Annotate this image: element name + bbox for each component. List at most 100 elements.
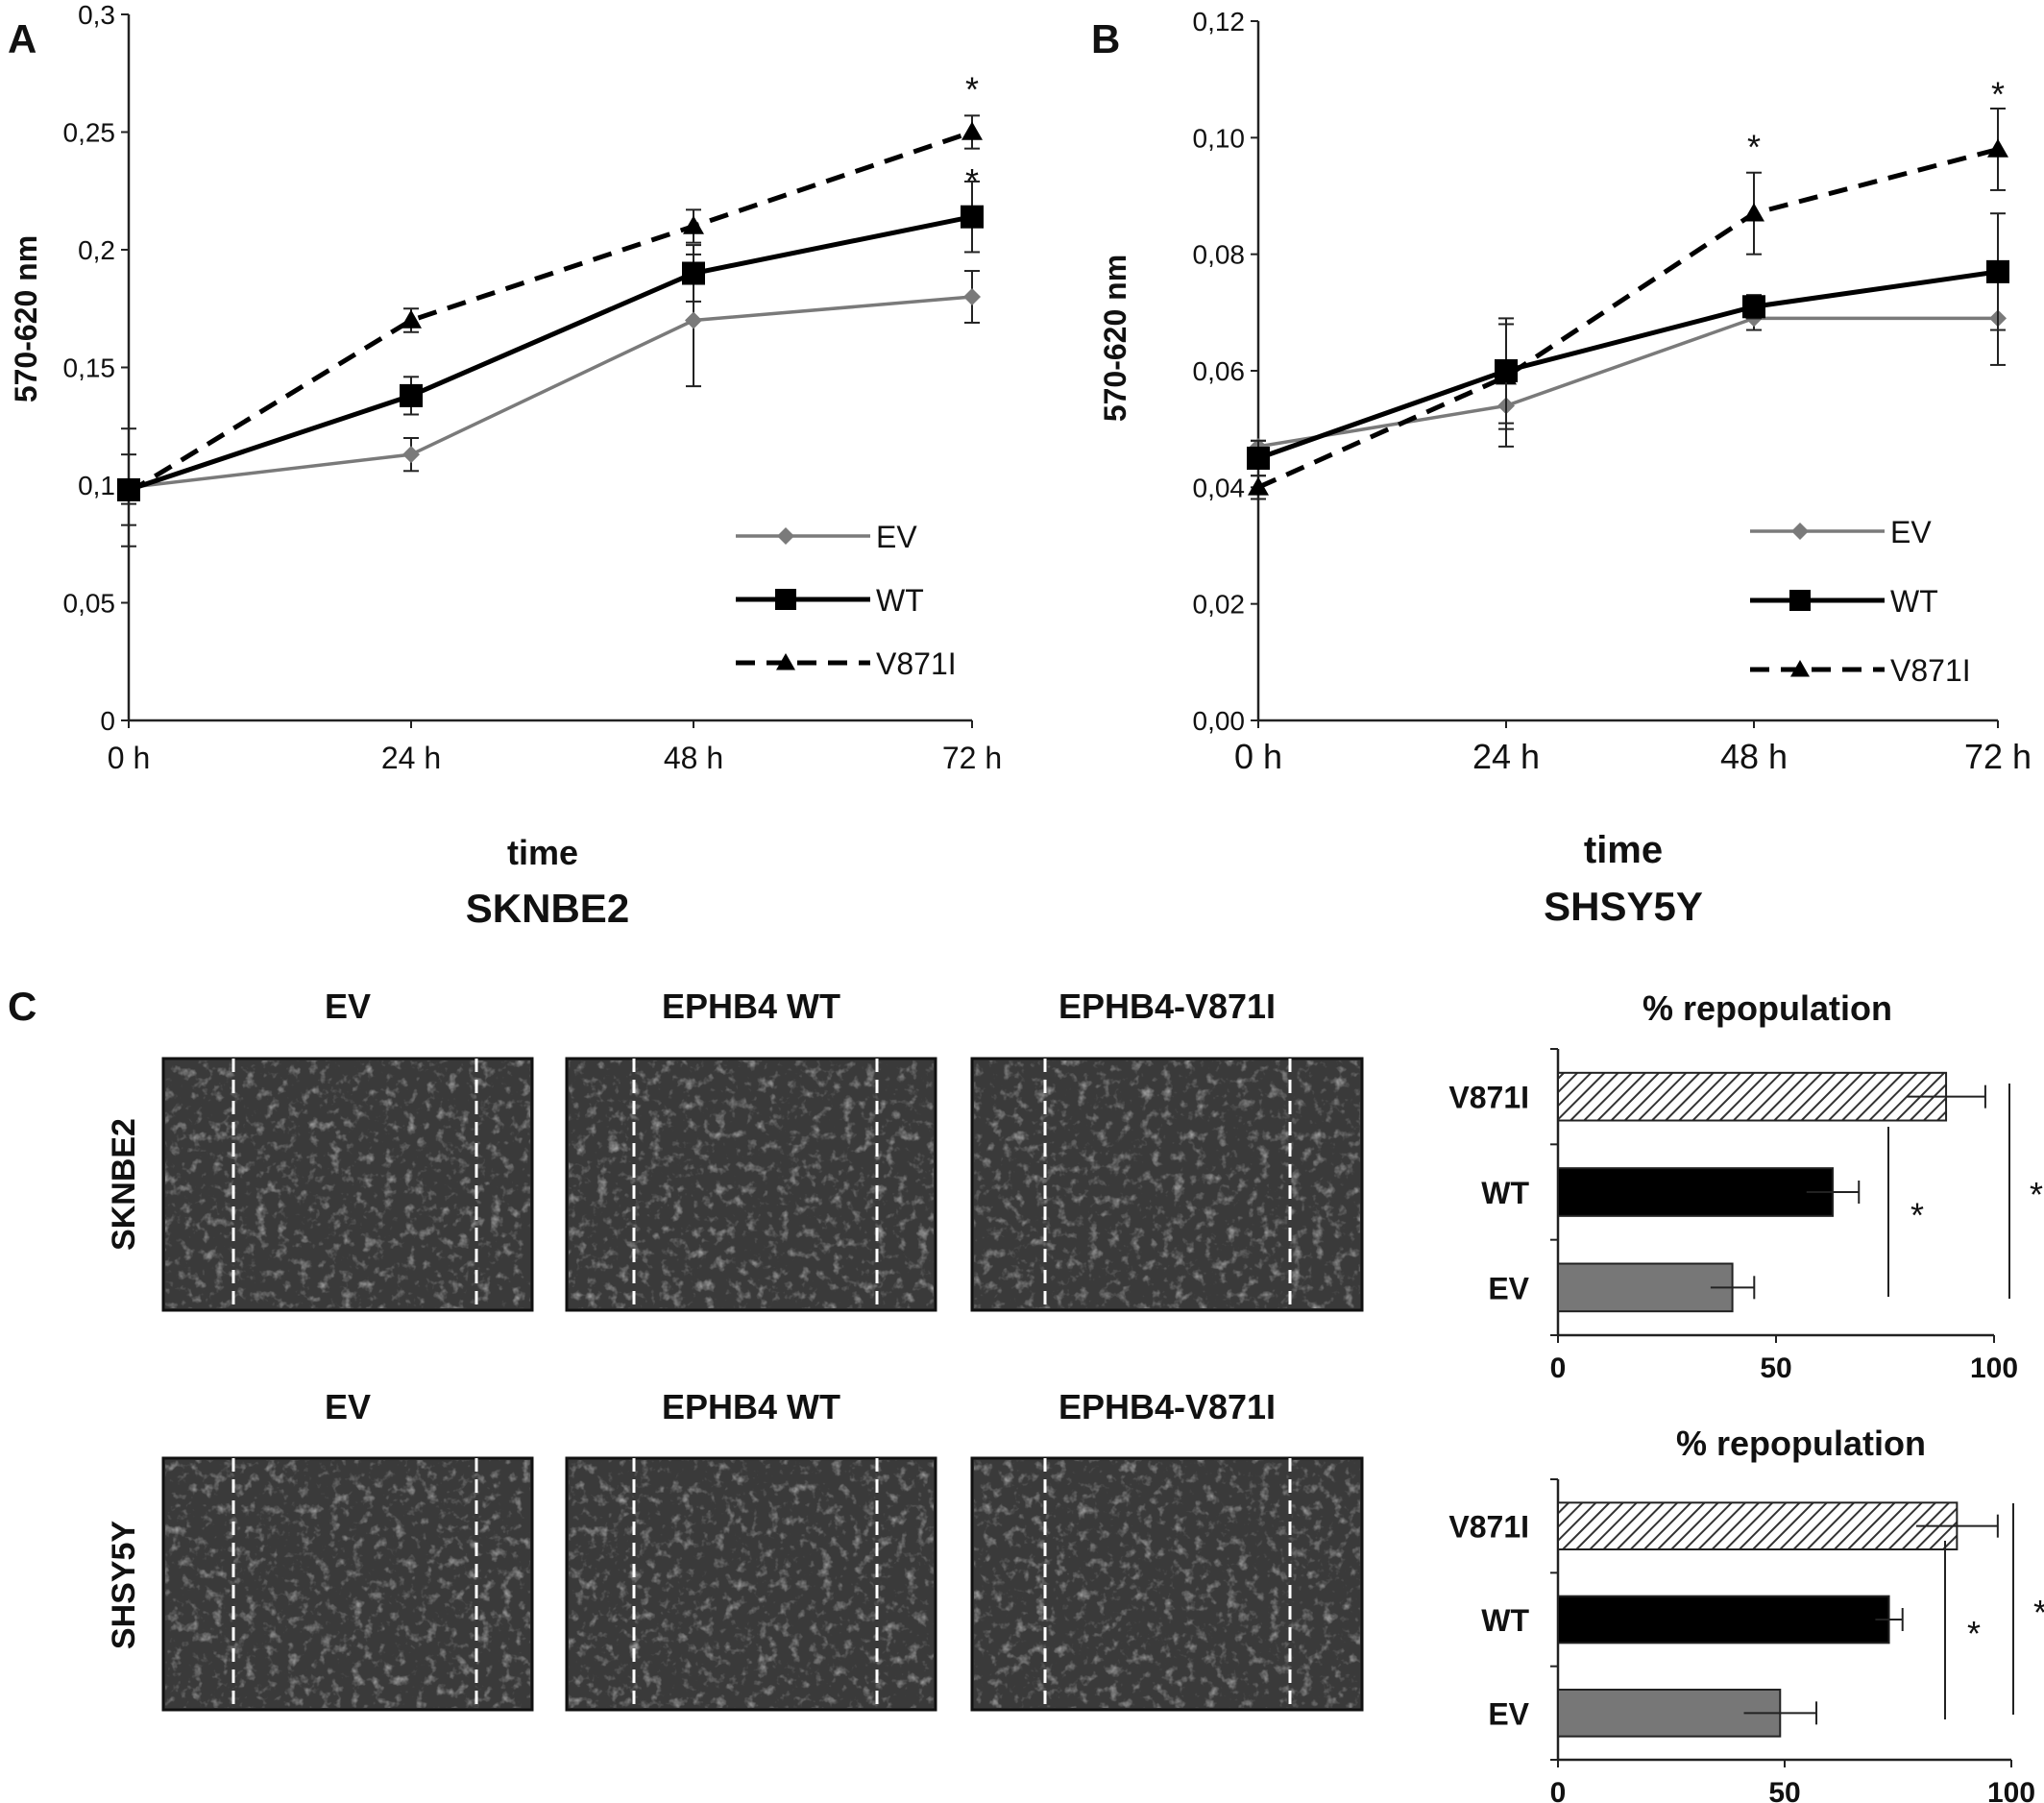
y-tick-label: 0,08 [1193, 240, 1246, 270]
y-tick-label: 0,02 [1193, 590, 1246, 620]
bar-wt [1557, 1167, 1835, 1217]
x-tick-label: 24 h [1472, 737, 1540, 776]
column-label: EPHB4 WT [662, 1387, 840, 1426]
legend-marker [1791, 523, 1809, 540]
category-label: V871I [1448, 1510, 1529, 1545]
series-ev [120, 253, 981, 548]
x-tick-label: 48 h [1720, 737, 1788, 776]
cell-texture [974, 1460, 1360, 1708]
bar-chart-repopulation-sknbe2: % repopulation 0 50 100 V871I WT EV * * [1448, 988, 2043, 1384]
data-point-wt [400, 383, 423, 407]
series-ev [1250, 270, 2007, 455]
column-label: EV [325, 1387, 371, 1426]
series-line [128, 214, 973, 493]
panel-letter-c: C [8, 984, 36, 1029]
x-tick-label: 72 h [942, 741, 1002, 775]
legend-item-v871i: V871I [1750, 653, 1971, 688]
legend-label: EV [1890, 515, 1932, 549]
chart-title: SKNBE2 [466, 886, 629, 931]
series-wt [117, 180, 984, 526]
data-point-v871i [401, 309, 422, 329]
micrograph-image [565, 1057, 937, 1312]
cell-texture [569, 1060, 934, 1308]
cell-texture [165, 1460, 530, 1708]
y-tick-label: 0,2 [78, 235, 115, 265]
data-point-v871i [683, 215, 704, 234]
legend-label: V871I [1890, 653, 1971, 688]
significance-star: * [1991, 75, 2005, 114]
x-tick-label: 72 h [1964, 737, 2032, 776]
x-tick-labels: 0 h 24 h 48 h 72 h [1234, 737, 2032, 776]
legend-item-ev: EV [736, 520, 917, 554]
y-tick-label: 0,10 [1193, 123, 1246, 153]
x-tick-label: 24 h [381, 741, 441, 775]
micrograph-image [970, 1057, 1364, 1312]
line-chart-shsy5y: 0,00 0,02 0,04 0,06 0,08 0,10 0,12 0 h 24 h 48 h… [1098, 7, 2032, 929]
significance-star: * [965, 161, 979, 201]
column-label: EV [325, 987, 371, 1026]
data-point-wt [1986, 259, 2009, 283]
significance-star: * [1747, 127, 1761, 166]
data-point-ev [685, 311, 702, 329]
annotations: ** [1747, 75, 2005, 167]
bar-v871i [1557, 1501, 1959, 1551]
legend: EV WT V871I [736, 520, 957, 681]
data-point-ev [963, 288, 981, 305]
micrograph-image [161, 1057, 534, 1312]
significance-star: * [2033, 1593, 2044, 1632]
y-axis-label: 570-620 nm [1098, 255, 1132, 422]
legend-marker [777, 527, 794, 545]
y-tick-label: 0,15 [63, 353, 116, 383]
axes [121, 13, 973, 728]
series-v871i [1248, 108, 2008, 500]
x-tick-label: 48 h [664, 741, 723, 775]
y-tick-label: 0,12 [1193, 7, 1246, 37]
legend-marker [1790, 660, 1810, 677]
x-tick-label: 0 [1550, 1352, 1567, 1384]
series-v871i [118, 114, 983, 505]
annotations: ** [965, 70, 979, 202]
column-label: EPHB4 WT [662, 987, 840, 1026]
data-point-v871i [1248, 476, 1269, 496]
bar-wt [1557, 1595, 1890, 1645]
legend-item-v871i: V871I [736, 646, 957, 681]
y-tick-label: 0,05 [63, 589, 116, 619]
x-tick-label: 100 [1987, 1777, 2035, 1803]
significance-star: * [965, 70, 979, 110]
data-point-v871i [961, 121, 983, 140]
legend-item-wt: WT [1750, 584, 1938, 619]
x-tick-label: 0 h [1234, 737, 1282, 776]
y-tick-label: 0 [100, 706, 115, 736]
axes [1251, 20, 1999, 728]
legend-label: WT [876, 583, 924, 618]
x-tick-label: 50 [1760, 1352, 1791, 1384]
column-label: EPHB4-V871I [1058, 1387, 1276, 1426]
y-tick-label: 0,3 [78, 0, 115, 30]
series-wt [1247, 212, 2009, 477]
series-group [1247, 108, 2009, 500]
x-axis-label: time [1584, 829, 1663, 871]
significance-star: * [1910, 1196, 1924, 1235]
significance-star: * [2030, 1175, 2043, 1214]
data-point-wt [682, 261, 705, 285]
x-tick-label: 50 [1768, 1777, 1800, 1803]
x-tick-label: 0 [1550, 1777, 1567, 1803]
row-label: SHSY5Y [106, 1521, 142, 1649]
category-label: WT [1481, 1176, 1529, 1210]
y-axis-label: 570-620 nm [9, 235, 43, 402]
panel-letter-b: B [1091, 16, 1120, 61]
micrograph-image [970, 1456, 1364, 1712]
legend-label: WT [1890, 584, 1938, 619]
series-line [1257, 316, 1998, 449]
chart-title: % repopulation [1676, 1424, 1926, 1463]
category-label: V871I [1448, 1081, 1529, 1115]
legend-marker [1789, 590, 1811, 611]
series-line [128, 295, 973, 490]
y-tick-label: 0,04 [1193, 473, 1246, 502]
data-point-v871i [1987, 138, 2008, 158]
legend-label: V871I [876, 646, 957, 681]
x-tick-labels: 0 h 24 h 48 h 72 h [108, 741, 1002, 775]
legend-item-ev: EV [1750, 515, 1932, 549]
chart-title: % repopulation [1642, 988, 1892, 1028]
legend: EV WT V871I [1750, 515, 1971, 688]
